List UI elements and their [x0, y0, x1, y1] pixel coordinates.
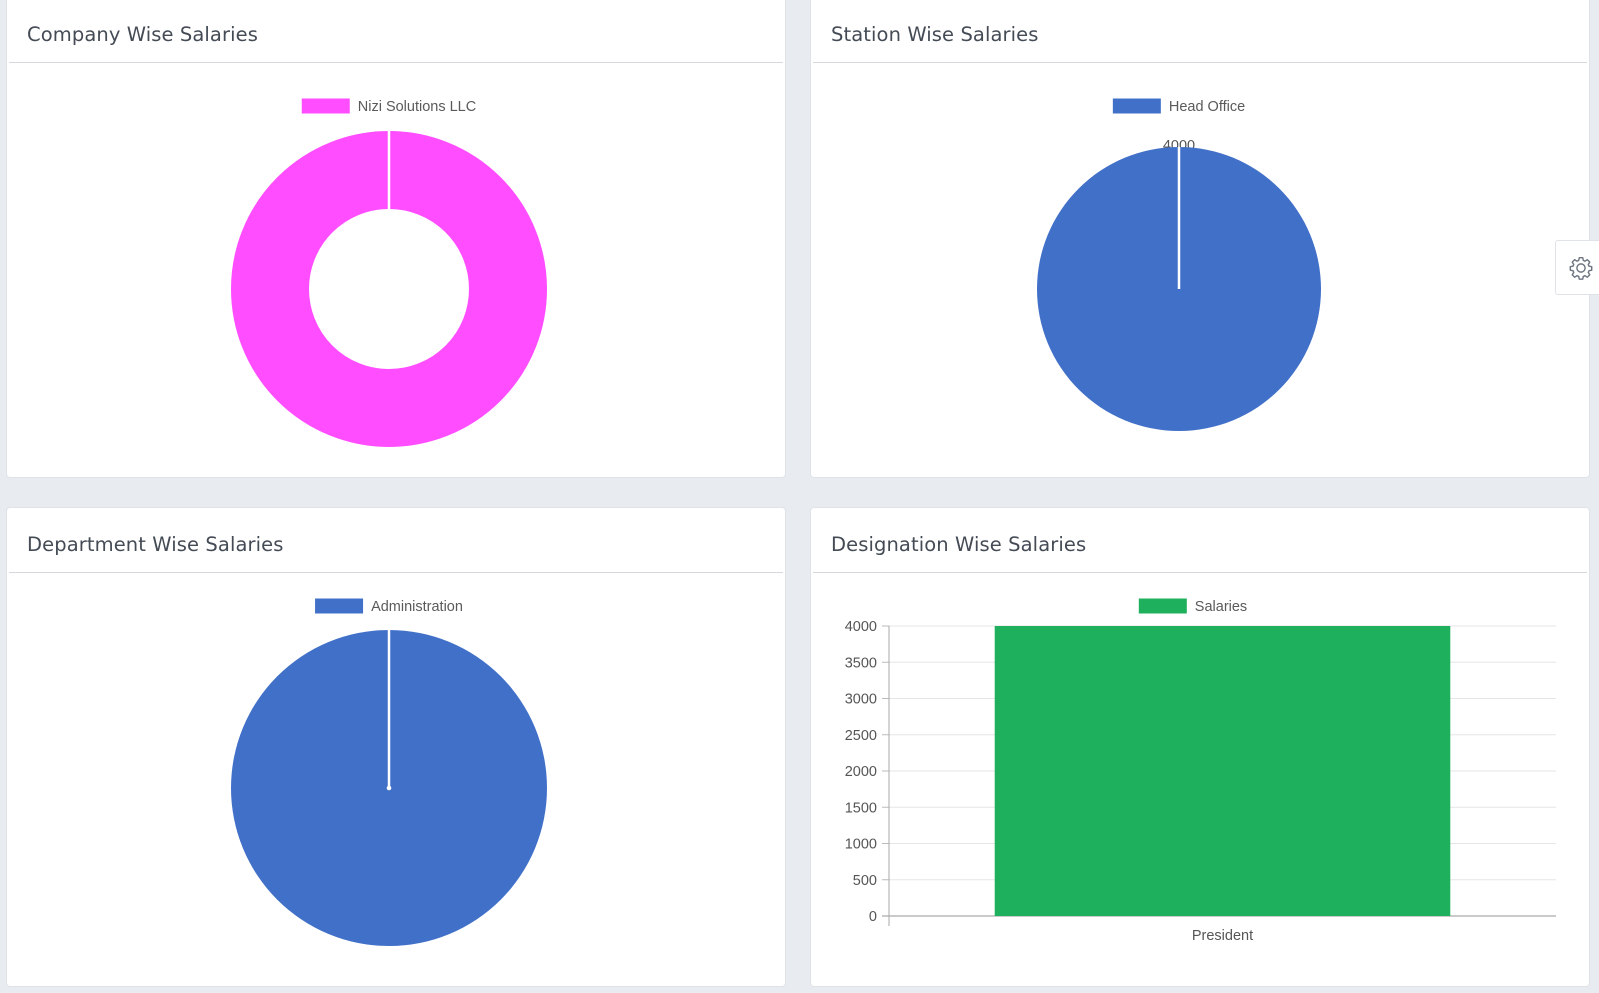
settings-toggle-button[interactable]: [1555, 240, 1599, 295]
card-title: Company Wise Salaries: [27, 23, 258, 46]
legend-swatch: [315, 598, 364, 614]
legend-swatch: [1138, 598, 1187, 614]
station-salaries-card: Station Wise Salaries 4000 Head Office: [810, 0, 1590, 478]
legend-swatch: [1112, 98, 1161, 114]
department-chart: Administration: [231, 598, 547, 946]
y-tick-label: 3500: [845, 655, 877, 671]
designation-salaries-card: Designation Wise Salaries Salaries 0 500 10…: [810, 507, 1590, 987]
y-tick-label: 0: [869, 909, 877, 925]
card-divider: [813, 572, 1587, 573]
legend-label: Salaries: [1195, 599, 1247, 615]
gear-icon: [1569, 256, 1593, 280]
pie-center-dot: [386, 785, 392, 791]
bar: [994, 626, 1451, 916]
x-tick-label: President: [1192, 928, 1253, 944]
legend-label: Head Office: [1169, 99, 1245, 115]
designation-chart: Salaries 0 500 1000 1500 2000 2500 3000 3500 4000…: [845, 598, 1556, 944]
department-salaries-card: Department Wise Salaries Administration: [6, 507, 786, 987]
card-title: Station Wise Salaries: [831, 23, 1039, 46]
card-title: Department Wise Salaries: [27, 533, 284, 556]
company-salaries-card: Company Wise Salaries Nizi Solutions LLC: [6, 0, 786, 478]
card-divider: [9, 572, 783, 573]
y-tick-label: 1000: [845, 837, 877, 853]
card-divider: [813, 62, 1587, 63]
legend-swatch: [301, 98, 350, 114]
company-chart: Nizi Solutions LLC: [231, 98, 547, 447]
y-tick-label: 3000: [845, 692, 877, 708]
y-tick-label: 500: [853, 873, 877, 889]
y-tick-label: 2000: [845, 764, 877, 780]
y-tick-label: 2500: [845, 728, 877, 744]
legend-label: Nizi Solutions LLC: [358, 99, 476, 115]
legend-label: Administration: [371, 599, 463, 615]
card-title: Designation Wise Salaries: [831, 533, 1087, 556]
y-tick-label: 1500: [845, 800, 877, 816]
card-divider: [9, 62, 783, 63]
y-tick-label: 4000: [845, 619, 877, 635]
